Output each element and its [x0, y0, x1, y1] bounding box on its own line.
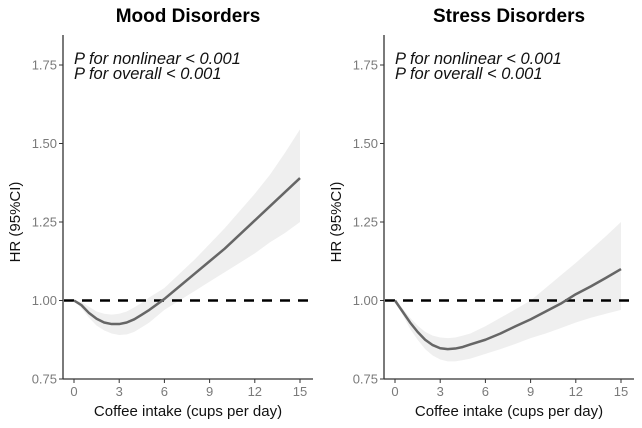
- y-tick-label: 0.75: [32, 372, 57, 387]
- x-tick-label: 12: [569, 384, 583, 399]
- y-tick-label: 0.75: [353, 372, 378, 387]
- y-axis-label: HR (95%CI): [328, 182, 345, 263]
- y-tick-label: 1.50: [353, 136, 378, 151]
- x-tick-label: 3: [116, 384, 123, 399]
- x-axis-label: Coffee intake (cups per day): [94, 403, 282, 420]
- annotation-overall: P for overall < 0.001: [74, 65, 222, 83]
- x-tick-label: 0: [391, 384, 398, 399]
- panel-title: Mood Disorders: [116, 6, 261, 27]
- x-tick-label: 15: [614, 384, 628, 399]
- x-tick-label: 9: [206, 384, 213, 399]
- y-tick-label: 1.00: [32, 293, 57, 308]
- x-tick-label: 6: [482, 384, 489, 399]
- y-tick-label: 1.25: [353, 215, 378, 230]
- annotation-nonlinear: P for nonlinear < 0.001: [395, 50, 562, 68]
- x-tick-label: 15: [293, 384, 307, 399]
- hr-line: [73, 177, 301, 326]
- y-tick-label: 1.25: [32, 215, 57, 230]
- x-tick-label: 9: [527, 384, 534, 399]
- x-tick-label: 6: [161, 384, 168, 399]
- annotation-nonlinear: P for nonlinear < 0.001: [74, 50, 241, 68]
- panel-title: Stress Disorders: [433, 6, 585, 27]
- panel-mood-disorders: Mood Disorders Coffee intake (cups per d…: [7, 6, 313, 420]
- x-axis-label: Coffee intake (cups per day): [415, 403, 603, 420]
- hr-line: [393, 268, 622, 351]
- y-tick-label: 1.75: [32, 58, 57, 73]
- x-tick-label: 0: [70, 384, 77, 399]
- panel-stress-disorders: Stress Disorders Coffee intake (cups per…: [328, 6, 634, 420]
- x-tick-label: 12: [248, 384, 262, 399]
- confidence-band: [395, 222, 621, 362]
- y-tick-label: 1.50: [32, 136, 57, 151]
- confidence-band: [74, 129, 300, 336]
- y-tick-label: 1.00: [353, 293, 378, 308]
- y-tick-label: 1.75: [353, 58, 378, 73]
- y-axis-label: HR (95%CI): [7, 182, 24, 263]
- annotation-overall: P for overall < 0.001: [395, 65, 543, 83]
- x-tick-label: 3: [437, 384, 444, 399]
